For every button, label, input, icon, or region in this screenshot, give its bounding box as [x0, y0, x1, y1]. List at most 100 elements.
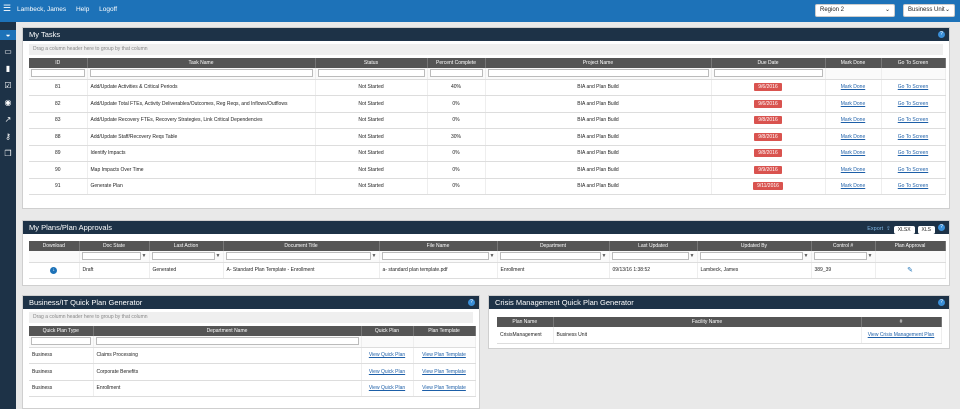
view-plan-template-link[interactable]: View Plan Template: [422, 385, 466, 392]
go-to-screen-link[interactable]: Go To Screen: [897, 117, 929, 124]
unit-select[interactable]: Business Unit ⌄: [903, 4, 955, 17]
column-header-number[interactable]: #: [861, 317, 942, 327]
column-header-id[interactable]: ID: [29, 58, 88, 68]
filter-funnel-icon[interactable]: ▼: [803, 253, 809, 260]
help-icon[interactable]: ?: [938, 299, 945, 306]
quick-plan-cell: View Quick Plan: [361, 380, 414, 397]
column-header-plan-approval[interactable]: Plan Approval: [875, 241, 946, 251]
column-header-download[interactable]: Download: [29, 241, 80, 251]
go-to-screen-link[interactable]: Go To Screen: [897, 166, 929, 173]
mark-done-link[interactable]: Mark Done: [840, 166, 866, 173]
export-icon[interactable]: ⇪: [886, 226, 891, 232]
checklist-icon[interactable]: ☑: [4, 81, 12, 90]
column-header-percent[interactable]: Percent Complete: [427, 58, 486, 68]
filter-input[interactable]: [429, 69, 483, 78]
mark-done-link[interactable]: Mark Done: [840, 117, 866, 124]
column-header-task-name[interactable]: Task Name: [87, 58, 316, 68]
filter-input[interactable]: [225, 252, 371, 261]
pencil-icon[interactable]: ✎: [907, 267, 913, 275]
logoff-link[interactable]: Logoff: [99, 6, 118, 13]
column-header-plan-template[interactable]: Plan Template: [413, 326, 476, 336]
date-filter-input[interactable]: [713, 69, 823, 78]
column-header-updated-by[interactable]: Updated By: [697, 241, 812, 251]
column-header-last-action[interactable]: Last Action: [149, 241, 224, 251]
help-icon[interactable]: ?: [938, 224, 945, 231]
group-drop-zone[interactable]: Drag a column header here to group by th…: [29, 312, 473, 323]
documents-icon[interactable]: ❐: [4, 149, 12, 158]
filter-input[interactable]: [89, 69, 313, 78]
column-header-facility-name[interactable]: Facility Name: [553, 317, 862, 327]
go-to-screen-link[interactable]: Go To Screen: [897, 100, 929, 107]
filter-input[interactable]: [31, 69, 85, 78]
mark-done-link[interactable]: Mark Done: [840, 150, 866, 157]
filter-funnel-icon[interactable]: ▼: [141, 253, 147, 260]
column-header-plan-name[interactable]: Plan Name: [497, 317, 554, 327]
column-header-control[interactable]: Control #: [811, 241, 876, 251]
filter-funnel-icon[interactable]: ▼: [215, 253, 221, 260]
filter-input[interactable]: [317, 69, 425, 78]
filter-input[interactable]: [813, 252, 867, 261]
view-plan-template-link[interactable]: View Plan Template: [422, 352, 466, 359]
filter-funnel-icon[interactable]: ▼: [601, 253, 607, 260]
go-to-screen-link[interactable]: Go To Screen: [897, 84, 929, 91]
column-header-department-name[interactable]: Department Name: [93, 326, 362, 336]
xlsx-button[interactable]: XLSX: [893, 225, 915, 234]
xls-button[interactable]: XLS: [917, 225, 935, 234]
filter-input[interactable]: [95, 337, 359, 346]
column-header-project[interactable]: Project Name: [485, 58, 712, 68]
go-to-screen-link[interactable]: Go To Screen: [897, 133, 929, 140]
filter-funnel-icon[interactable]: ▼: [489, 253, 495, 260]
user-name-link[interactable]: Lambeck, James: [17, 6, 67, 13]
go-to-screen-link[interactable]: Go To Screen: [897, 150, 929, 157]
filter-input[interactable]: [699, 252, 803, 261]
help-icon[interactable]: ?: [938, 31, 945, 38]
help-icon[interactable]: ?: [468, 299, 475, 306]
filter-funnel-icon[interactable]: ▼: [371, 253, 377, 260]
filter-input[interactable]: [499, 252, 601, 261]
due-date-cell: 9/8/2016: [711, 128, 826, 146]
column-header-doc-state[interactable]: Doc State: [79, 241, 150, 251]
column-header-document-title[interactable]: Document Title: [223, 241, 380, 251]
help-link[interactable]: Help: [75, 6, 90, 13]
laptop-icon[interactable]: ▭: [4, 47, 12, 56]
region-select[interactable]: Region 2 ⌄: [815, 4, 895, 17]
column-header-mark-done[interactable]: Mark Done: [825, 58, 882, 68]
task-name: Add/Update Total FTEs, Activity Delivera…: [87, 95, 316, 113]
filter-funnel-icon[interactable]: ▼: [867, 253, 873, 260]
view-quick-plan-link[interactable]: View Quick Plan: [368, 385, 406, 392]
download-icon[interactable]: ↓: [50, 266, 58, 274]
keys-icon[interactable]: ⚷: [5, 132, 11, 141]
column-header-file-name[interactable]: File Name: [379, 241, 498, 251]
mark-done-link[interactable]: Mark Done: [840, 84, 866, 91]
filter-input[interactable]: [381, 252, 489, 261]
view-quick-plan-link[interactable]: View Quick Plan: [368, 368, 406, 375]
mark-done-link[interactable]: Mark Done: [840, 100, 866, 107]
column-header-quick-plan-type[interactable]: Quick Plan Type: [29, 326, 94, 336]
column-header-status[interactable]: Status: [315, 58, 428, 68]
dashboard-icon[interactable]: ◒: [0, 30, 16, 40]
view-crisis-plan-link[interactable]: View Crisis Management Plan: [867, 332, 935, 338]
column-header-quick-plan[interactable]: Quick Plan: [361, 326, 414, 336]
filter-funnel-icon[interactable]: ▼: [689, 253, 695, 260]
filter-input[interactable]: [31, 337, 91, 346]
filter-input[interactable]: [487, 69, 709, 78]
view-quick-plan-link[interactable]: View Quick Plan: [368, 352, 406, 359]
bookmark-icon[interactable]: ▮: [5, 64, 11, 73]
filter-input[interactable]: [81, 252, 141, 261]
chart-icon[interactable]: ↗: [4, 115, 12, 124]
menu-icon[interactable]: ☰: [3, 3, 12, 13]
mark-done-link[interactable]: Mark Done: [840, 183, 866, 190]
department-name: Corporate Benefits: [93, 363, 362, 381]
column-header-last-updated[interactable]: Last Updated: [609, 241, 698, 251]
go-to-screen-link[interactable]: Go To Screen: [897, 183, 929, 190]
view-plan-template-link[interactable]: View Plan Template: [422, 368, 466, 375]
eye-icon[interactable]: ◉: [4, 98, 12, 107]
task-id: 82: [29, 95, 88, 113]
date-filter-input[interactable]: [611, 252, 689, 261]
mark-done-link[interactable]: Mark Done: [840, 133, 866, 140]
column-header-department[interactable]: Department: [497, 241, 610, 251]
column-header-go-to-screen[interactable]: Go To Screen: [881, 58, 946, 68]
filter-input[interactable]: [151, 252, 215, 261]
column-header-due-date[interactable]: Due Date: [711, 58, 826, 68]
group-drop-zone[interactable]: Drag a column header here to group by th…: [29, 44, 943, 55]
